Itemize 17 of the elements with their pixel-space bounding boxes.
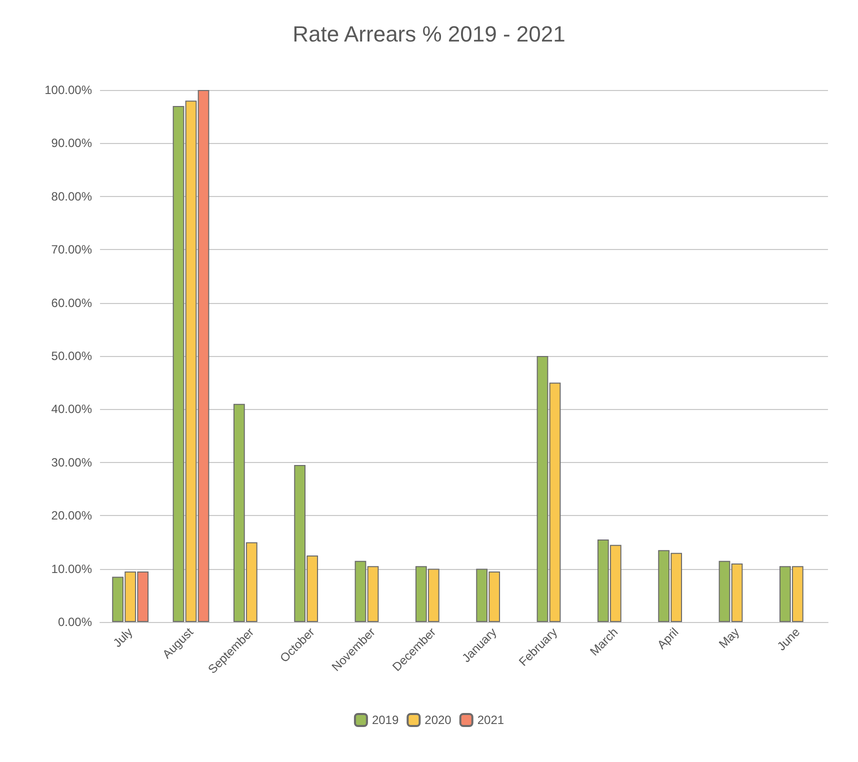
y-tick-label: 50.00%	[51, 349, 92, 363]
legend-label: 2019	[372, 713, 399, 727]
y-tick-label: 90.00%	[51, 136, 92, 150]
x-tick-label: May	[716, 625, 742, 651]
legend-label: 2020	[424, 713, 452, 727]
y-tick-label: 40.00%	[51, 402, 92, 416]
y-tick-label: 60.00%	[51, 296, 92, 310]
x-tick-label: July	[110, 625, 136, 650]
y-tick-label: 30.00%	[51, 455, 92, 470]
y-tick-label: 20.00%	[51, 508, 92, 523]
y-tick-label: 0.00%	[58, 615, 92, 629]
y-tick-label: 100.00%	[44, 83, 92, 97]
legend-label: 2021	[477, 713, 504, 727]
y-tick-label: 80.00%	[51, 189, 92, 204]
chart-title: Rate Arrears % 2019 - 2021	[292, 22, 566, 46]
y-tick-label: 10.00%	[51, 562, 92, 576]
y-tick-label: 70.00%	[51, 242, 92, 257]
